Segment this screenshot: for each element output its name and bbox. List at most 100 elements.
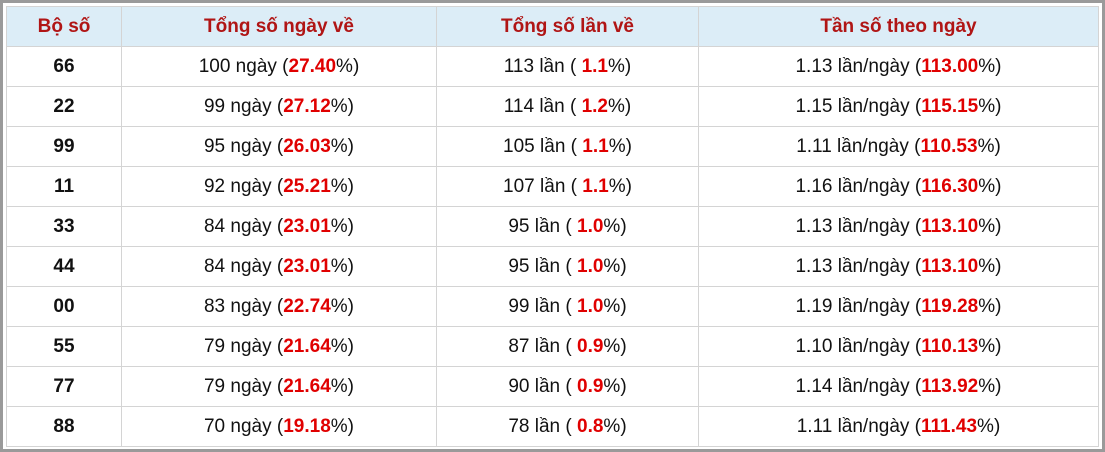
highlight-value: 22.74 bbox=[283, 295, 331, 317]
cell-text: %) bbox=[330, 335, 354, 357]
highlight-value: 23.01 bbox=[283, 215, 331, 237]
stat-cell: 79 ngày (21.64%) bbox=[121, 366, 437, 407]
cell-text: 113 lần ( bbox=[503, 55, 582, 77]
cell-text: 79 ngày ( bbox=[203, 375, 284, 397]
highlight-value: 113.10 bbox=[921, 215, 979, 237]
table-row: 22 99 ngày (27.12%) 114 lần ( 1.2%) 1.15 lầ… bbox=[6, 86, 1099, 127]
cell-text: 83 ngày ( bbox=[203, 295, 284, 317]
cell-text: %) bbox=[330, 375, 354, 397]
highlight-value: 23.01 bbox=[283, 255, 331, 277]
table-row: 99 95 ngày (26.03%) 105 lần ( 1.1%) 1.11 lầ… bbox=[6, 126, 1099, 167]
cell-text: 87 lần ( bbox=[508, 335, 577, 357]
stat-cell: 84 ngày (23.01%) bbox=[121, 246, 437, 287]
table-row: 66 100 ngày (27.40%) 113 lần ( 1.1%) 1.13 l… bbox=[6, 46, 1099, 87]
highlight-value: 1.0 bbox=[577, 295, 604, 317]
pair-cell: 22 bbox=[6, 86, 122, 127]
highlight-value: 21.64 bbox=[283, 335, 331, 357]
highlight-value: 110.13 bbox=[921, 335, 979, 357]
highlight-value: 113.92 bbox=[921, 375, 979, 397]
stat-cell: 1.13 lần/ngày (113.00%) bbox=[698, 46, 1099, 87]
cell-text: 92 ngày ( bbox=[203, 175, 284, 197]
cell-text: %) bbox=[608, 95, 632, 117]
highlight-value: 113.00 bbox=[921, 55, 979, 77]
cell-text: %) bbox=[330, 255, 354, 277]
stat-cell: 78 lần ( 0.8%) bbox=[436, 406, 699, 447]
highlight-value: 1.1 bbox=[581, 55, 608, 77]
cell-text: 1.16 lần/ngày ( bbox=[795, 175, 922, 197]
stat-cell: 70 ngày (19.18%) bbox=[121, 406, 437, 447]
table-row: 77 79 ngày (21.64%) 90 lần ( 0.9%) 1.14 lần… bbox=[6, 366, 1099, 407]
cell-text: %) bbox=[330, 95, 354, 117]
cell-text: %) bbox=[330, 295, 354, 317]
cell-text: %) bbox=[978, 95, 1002, 117]
highlight-value: 116.30 bbox=[921, 175, 979, 197]
highlight-value: 110.53 bbox=[920, 135, 978, 157]
highlight-value: 0.9 bbox=[577, 335, 604, 357]
pair-cell: 99 bbox=[6, 126, 122, 167]
pair-cell: 88 bbox=[6, 406, 122, 447]
stat-cell: 92 ngày (25.21%) bbox=[121, 166, 437, 207]
pair-cell: 55 bbox=[6, 326, 122, 367]
cell-text: %) bbox=[330, 135, 354, 157]
highlight-value: 26.03 bbox=[283, 135, 331, 157]
table-row: 00 83 ngày (22.74%) 99 lần ( 1.0%) 1.19 lần… bbox=[6, 286, 1099, 327]
cell-text: 114 lần ( bbox=[503, 95, 582, 117]
highlight-value: 1.0 bbox=[577, 255, 604, 277]
cell-text: %) bbox=[608, 135, 632, 157]
stat-cell: 95 lần ( 1.0%) bbox=[436, 246, 699, 287]
cell-text: %) bbox=[330, 215, 354, 237]
stat-cell: 107 lần ( 1.1%) bbox=[436, 166, 699, 207]
highlight-value: 1.2 bbox=[581, 95, 608, 117]
highlight-value: 1.0 bbox=[577, 215, 604, 237]
cell-text: 105 lần ( bbox=[503, 135, 583, 157]
cell-text: 1.19 lần/ngày ( bbox=[795, 295, 922, 317]
stat-cell: 99 ngày (27.12%) bbox=[121, 86, 437, 127]
stat-cell: 87 lần ( 0.9%) bbox=[436, 326, 699, 367]
cell-text: %) bbox=[978, 295, 1002, 317]
cell-text: 107 lần ( bbox=[503, 175, 583, 197]
cell-text: 78 lần ( bbox=[508, 415, 577, 437]
stat-cell: 79 ngày (21.64%) bbox=[121, 326, 437, 367]
pair-cell: 66 bbox=[6, 46, 122, 87]
pair-cell: 77 bbox=[6, 366, 122, 407]
cell-text: 95 lần ( bbox=[508, 255, 577, 277]
stat-cell: 1.13 lần/ngày (113.10%) bbox=[698, 246, 1099, 287]
header-cell: Tần số theo ngày bbox=[698, 6, 1099, 47]
stat-cell: 84 ngày (23.01%) bbox=[121, 206, 437, 247]
cell-text: %) bbox=[978, 215, 1002, 237]
stat-cell: 95 lần ( 1.0%) bbox=[436, 206, 699, 247]
cell-text: %) bbox=[978, 335, 1002, 357]
highlight-value: 0.9 bbox=[577, 375, 604, 397]
stats-table: Bộ số Tổng số ngày về Tổng số lần về Tần số… bbox=[6, 6, 1099, 447]
stat-cell: 1.11 lần/ngày (111.43%) bbox=[698, 406, 1099, 447]
stat-cell: 1.19 lần/ngày (119.28%) bbox=[698, 286, 1099, 327]
cell-text: 1.11 lần/ngày ( bbox=[796, 135, 921, 157]
header-cell: Tổng số lần về bbox=[436, 6, 699, 47]
table-row: 55 79 ngày (21.64%) 87 lần ( 0.9%) 1.10 lần… bbox=[6, 326, 1099, 367]
cell-text: 1.11 lần/ngày ( bbox=[796, 415, 922, 437]
highlight-value: 111.43 bbox=[921, 415, 978, 437]
highlight-value: 19.18 bbox=[283, 415, 331, 437]
highlight-value: 115.15 bbox=[921, 95, 979, 117]
highlight-value: 27.40 bbox=[288, 55, 337, 77]
pair-cell: 11 bbox=[6, 166, 122, 207]
table-body: 66 100 ngày (27.40%) 113 lần ( 1.1%) 1.13 l… bbox=[6, 46, 1099, 447]
stat-cell: 113 lần ( 1.1%) bbox=[436, 46, 699, 87]
cell-text: %) bbox=[603, 215, 627, 237]
cell-text: %) bbox=[978, 375, 1002, 397]
table-row: 44 84 ngày (23.01%) 95 lần ( 1.0%) 1.13 lần… bbox=[6, 246, 1099, 287]
cell-text: 95 ngày ( bbox=[203, 135, 284, 157]
cell-text: %) bbox=[608, 55, 632, 77]
highlight-value: 113.10 bbox=[921, 255, 979, 277]
cell-text: 99 lần ( bbox=[508, 295, 577, 317]
cell-text: 79 ngày ( bbox=[203, 335, 284, 357]
stat-cell: 83 ngày (22.74%) bbox=[121, 286, 437, 327]
stat-cell: 1.15 lần/ngày (115.15%) bbox=[698, 86, 1099, 127]
cell-text: 100 ngày ( bbox=[198, 55, 289, 77]
highlight-value: 27.12 bbox=[283, 95, 331, 117]
pair-cell: 33 bbox=[6, 206, 122, 247]
cell-text: %) bbox=[977, 135, 1001, 157]
highlight-value: 119.28 bbox=[921, 295, 979, 317]
cell-text: %) bbox=[603, 255, 627, 277]
